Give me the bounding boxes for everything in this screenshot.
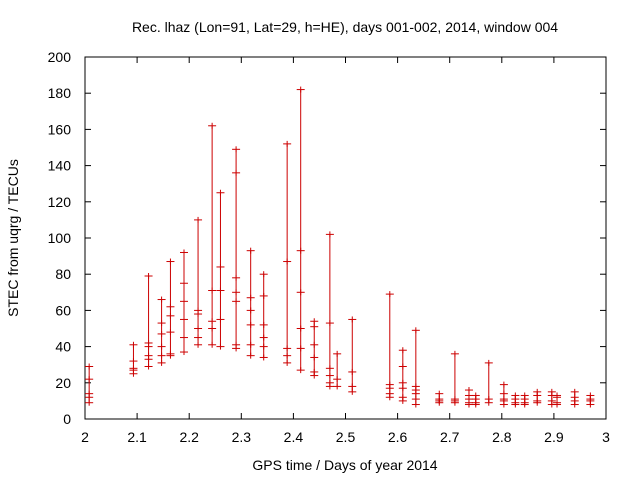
range-bar (435, 390, 444, 406)
range-bar (296, 86, 305, 374)
range-bar (553, 392, 562, 408)
range-bar (283, 140, 292, 366)
range-bar (144, 273, 153, 370)
y-tick-label: 20 (55, 375, 71, 391)
x-tick-label: 2.1 (127, 429, 147, 445)
x-tick-label: 2.6 (388, 429, 408, 445)
range-bar (246, 247, 255, 359)
range-bar (216, 189, 225, 350)
y-tick-label: 160 (48, 121, 72, 137)
x-tick-label: 2.3 (232, 429, 252, 445)
range-bar (129, 341, 138, 377)
range-bar (85, 363, 94, 406)
y-tick-label: 60 (55, 302, 71, 318)
x-tick-label: 2.4 (284, 429, 304, 445)
x-tick-label: 2.5 (336, 429, 356, 445)
range-bar (411, 327, 420, 408)
range-bar (385, 291, 394, 401)
range-bar (484, 359, 493, 406)
y-tick-label: 180 (48, 85, 72, 101)
y-axis-label: STEC from uqrg / TECUs (5, 159, 21, 317)
range-bar (179, 249, 188, 356)
range-bar (511, 392, 520, 408)
axis-ticks: 2 2.1 2.2 2.3 2.4 2.5 2.6 2.7 2.8 2.9 3 0 20 40 60 80 10… (48, 49, 610, 445)
range-bar (471, 392, 480, 408)
y-tick-label: 200 (48, 49, 72, 65)
range-bar (208, 122, 217, 348)
range-bar (398, 347, 407, 404)
range-bar (157, 296, 166, 366)
x-tick-label: 3 (602, 429, 610, 445)
x-tick-label: 2 (81, 429, 89, 445)
x-axis-label: GPS time / Days of year 2014 (252, 457, 437, 473)
range-bar (570, 388, 579, 408)
range-bar (520, 392, 529, 408)
range-bar (533, 388, 542, 406)
range-bar (194, 216, 203, 348)
range-bar (166, 258, 175, 359)
plot-frame (84, 56, 607, 420)
x-tick-label: 2.9 (544, 429, 564, 445)
range-bar (499, 381, 508, 408)
y-tick-label: 120 (48, 194, 72, 210)
range-bar (333, 350, 342, 390)
y-tick-label: 140 (48, 158, 72, 174)
range-bar (450, 350, 459, 406)
y-tick-label: 80 (55, 266, 71, 282)
range-bar (464, 387, 473, 408)
range-bar (259, 271, 268, 361)
y-tick-label: 100 (48, 230, 72, 246)
range-bar (310, 318, 319, 379)
y-tick-label: 0 (63, 411, 71, 427)
chart-title: Rec. lhaz (Lon=91, Lat=29, h=HE), days 0… (132, 19, 558, 35)
range-bar (232, 146, 241, 352)
range-bar (348, 316, 357, 395)
x-tick-label: 2.7 (440, 429, 460, 445)
range-bar (325, 231, 334, 390)
y-tick-label: 40 (55, 339, 71, 355)
x-tick-label: 2.2 (179, 429, 199, 445)
x-tick-label: 2.8 (492, 429, 512, 445)
range-bar (586, 392, 595, 408)
data-marks (85, 86, 595, 408)
